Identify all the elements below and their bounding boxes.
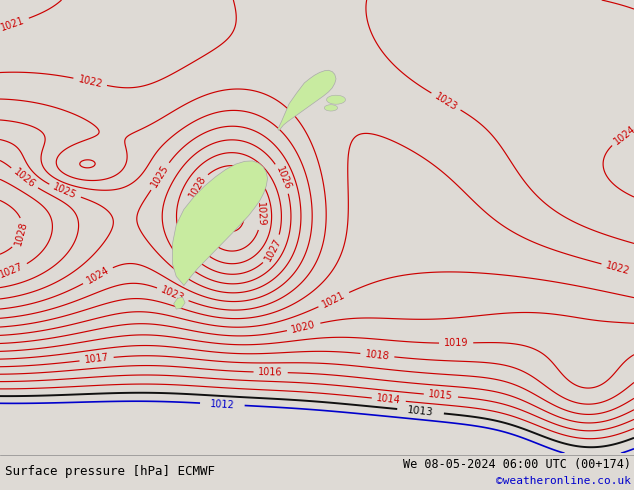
Polygon shape: [174, 297, 185, 309]
Text: 1026: 1026: [11, 167, 37, 190]
Text: 1023: 1023: [160, 285, 186, 304]
Text: 1022: 1022: [77, 74, 103, 90]
Text: 1028: 1028: [13, 220, 29, 247]
Text: 1018: 1018: [365, 349, 390, 362]
Polygon shape: [172, 161, 268, 286]
Text: 1015: 1015: [428, 390, 453, 402]
Text: 1013: 1013: [407, 405, 434, 417]
Text: 1012: 1012: [210, 398, 235, 410]
Text: 1016: 1016: [258, 367, 283, 378]
Text: 1014: 1014: [376, 393, 401, 406]
Text: 1021: 1021: [0, 15, 26, 32]
Polygon shape: [325, 105, 337, 111]
Text: 1027: 1027: [0, 262, 25, 280]
Bar: [0, 453, 634, 454]
Text: We 08-05-2024 06:00 UTC (00+174): We 08-05-2024 06:00 UTC (00+174): [403, 458, 631, 471]
Text: 1023: 1023: [433, 91, 459, 112]
Text: 1021: 1021: [321, 290, 347, 310]
Text: 1028: 1028: [187, 174, 208, 200]
Text: 1025: 1025: [149, 163, 171, 190]
Text: 1020: 1020: [290, 319, 317, 335]
Text: 1017: 1017: [84, 353, 109, 366]
Text: 1026: 1026: [274, 165, 292, 192]
Text: 1027: 1027: [263, 236, 283, 263]
Text: 1024: 1024: [85, 265, 111, 286]
Polygon shape: [278, 70, 336, 130]
Text: 1025: 1025: [51, 182, 78, 201]
Text: 1019: 1019: [444, 338, 469, 348]
Text: 1029: 1029: [255, 202, 266, 227]
Polygon shape: [327, 95, 346, 104]
Text: Surface pressure [hPa] ECMWF: Surface pressure [hPa] ECMWF: [5, 465, 215, 478]
Text: 1024: 1024: [612, 124, 634, 147]
Text: ©weatheronline.co.uk: ©weatheronline.co.uk: [496, 476, 631, 486]
Text: 1022: 1022: [605, 260, 631, 276]
